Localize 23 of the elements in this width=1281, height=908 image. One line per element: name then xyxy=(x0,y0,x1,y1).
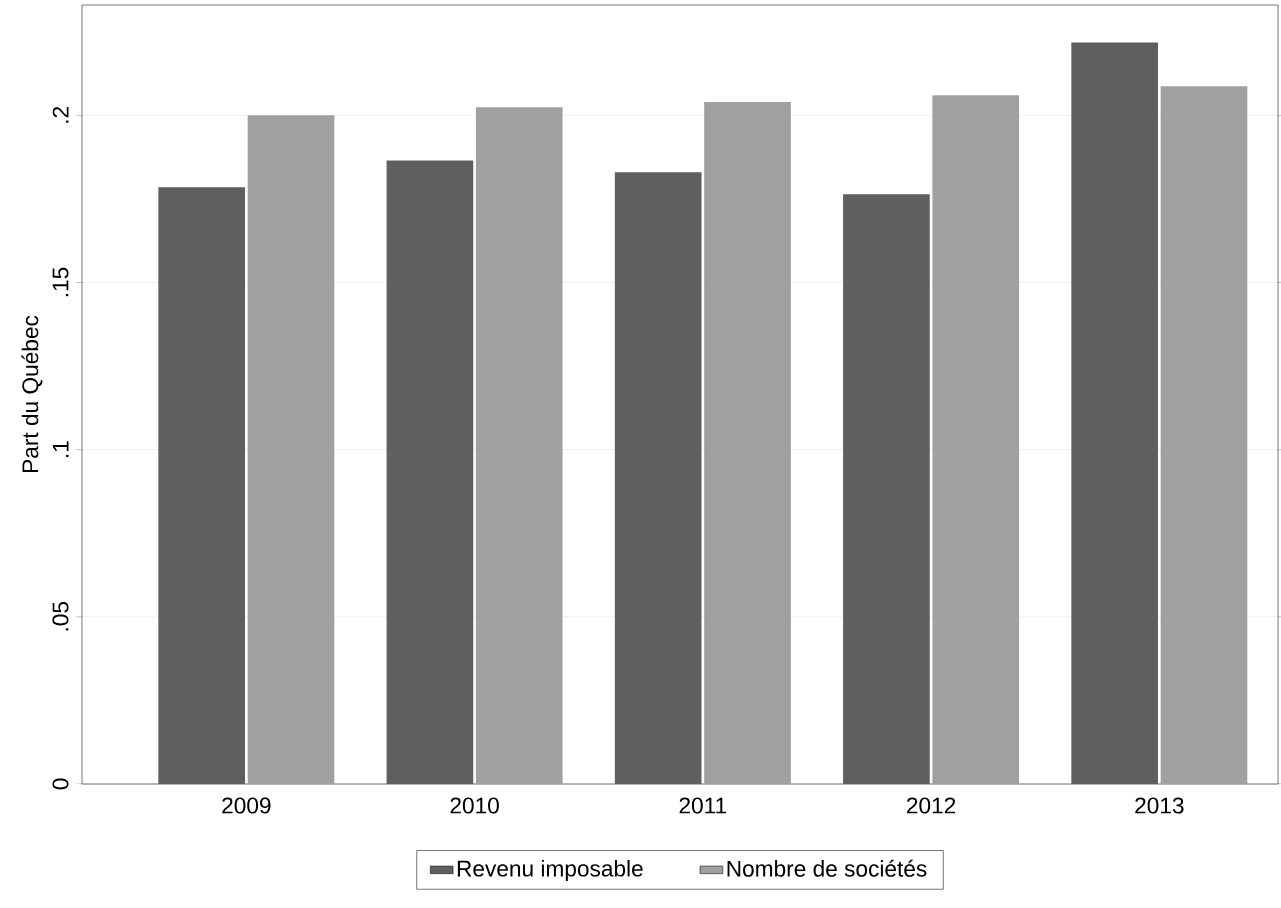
y-tick-label: 0 xyxy=(52,778,69,790)
bar xyxy=(1160,86,1248,784)
bar xyxy=(932,95,1020,784)
bar xyxy=(704,101,791,784)
bar xyxy=(614,172,702,784)
x-tick-label: 2012 xyxy=(907,797,956,814)
x-tick-label: 2010 xyxy=(450,797,499,814)
legend-label: Revenu imposable xyxy=(457,859,643,882)
bar xyxy=(1071,42,1158,784)
x-tick-label: 2011 xyxy=(679,797,727,814)
legend-label: Nombre de sociétés xyxy=(727,859,927,877)
x-tick-label: 2013 xyxy=(1135,797,1184,814)
y-axis-title: Part du Québec xyxy=(21,315,43,473)
y-tick-label: .2 xyxy=(52,107,69,123)
bar xyxy=(475,107,563,784)
y-tick-label: .1 xyxy=(52,441,69,458)
bar xyxy=(843,194,930,784)
y-tick-label: .05 xyxy=(52,602,69,631)
bar xyxy=(158,187,246,784)
x-tick-label: 2009 xyxy=(222,797,271,814)
bar xyxy=(386,160,474,784)
y-tick-label: .15 xyxy=(52,267,69,297)
bar xyxy=(247,115,335,784)
